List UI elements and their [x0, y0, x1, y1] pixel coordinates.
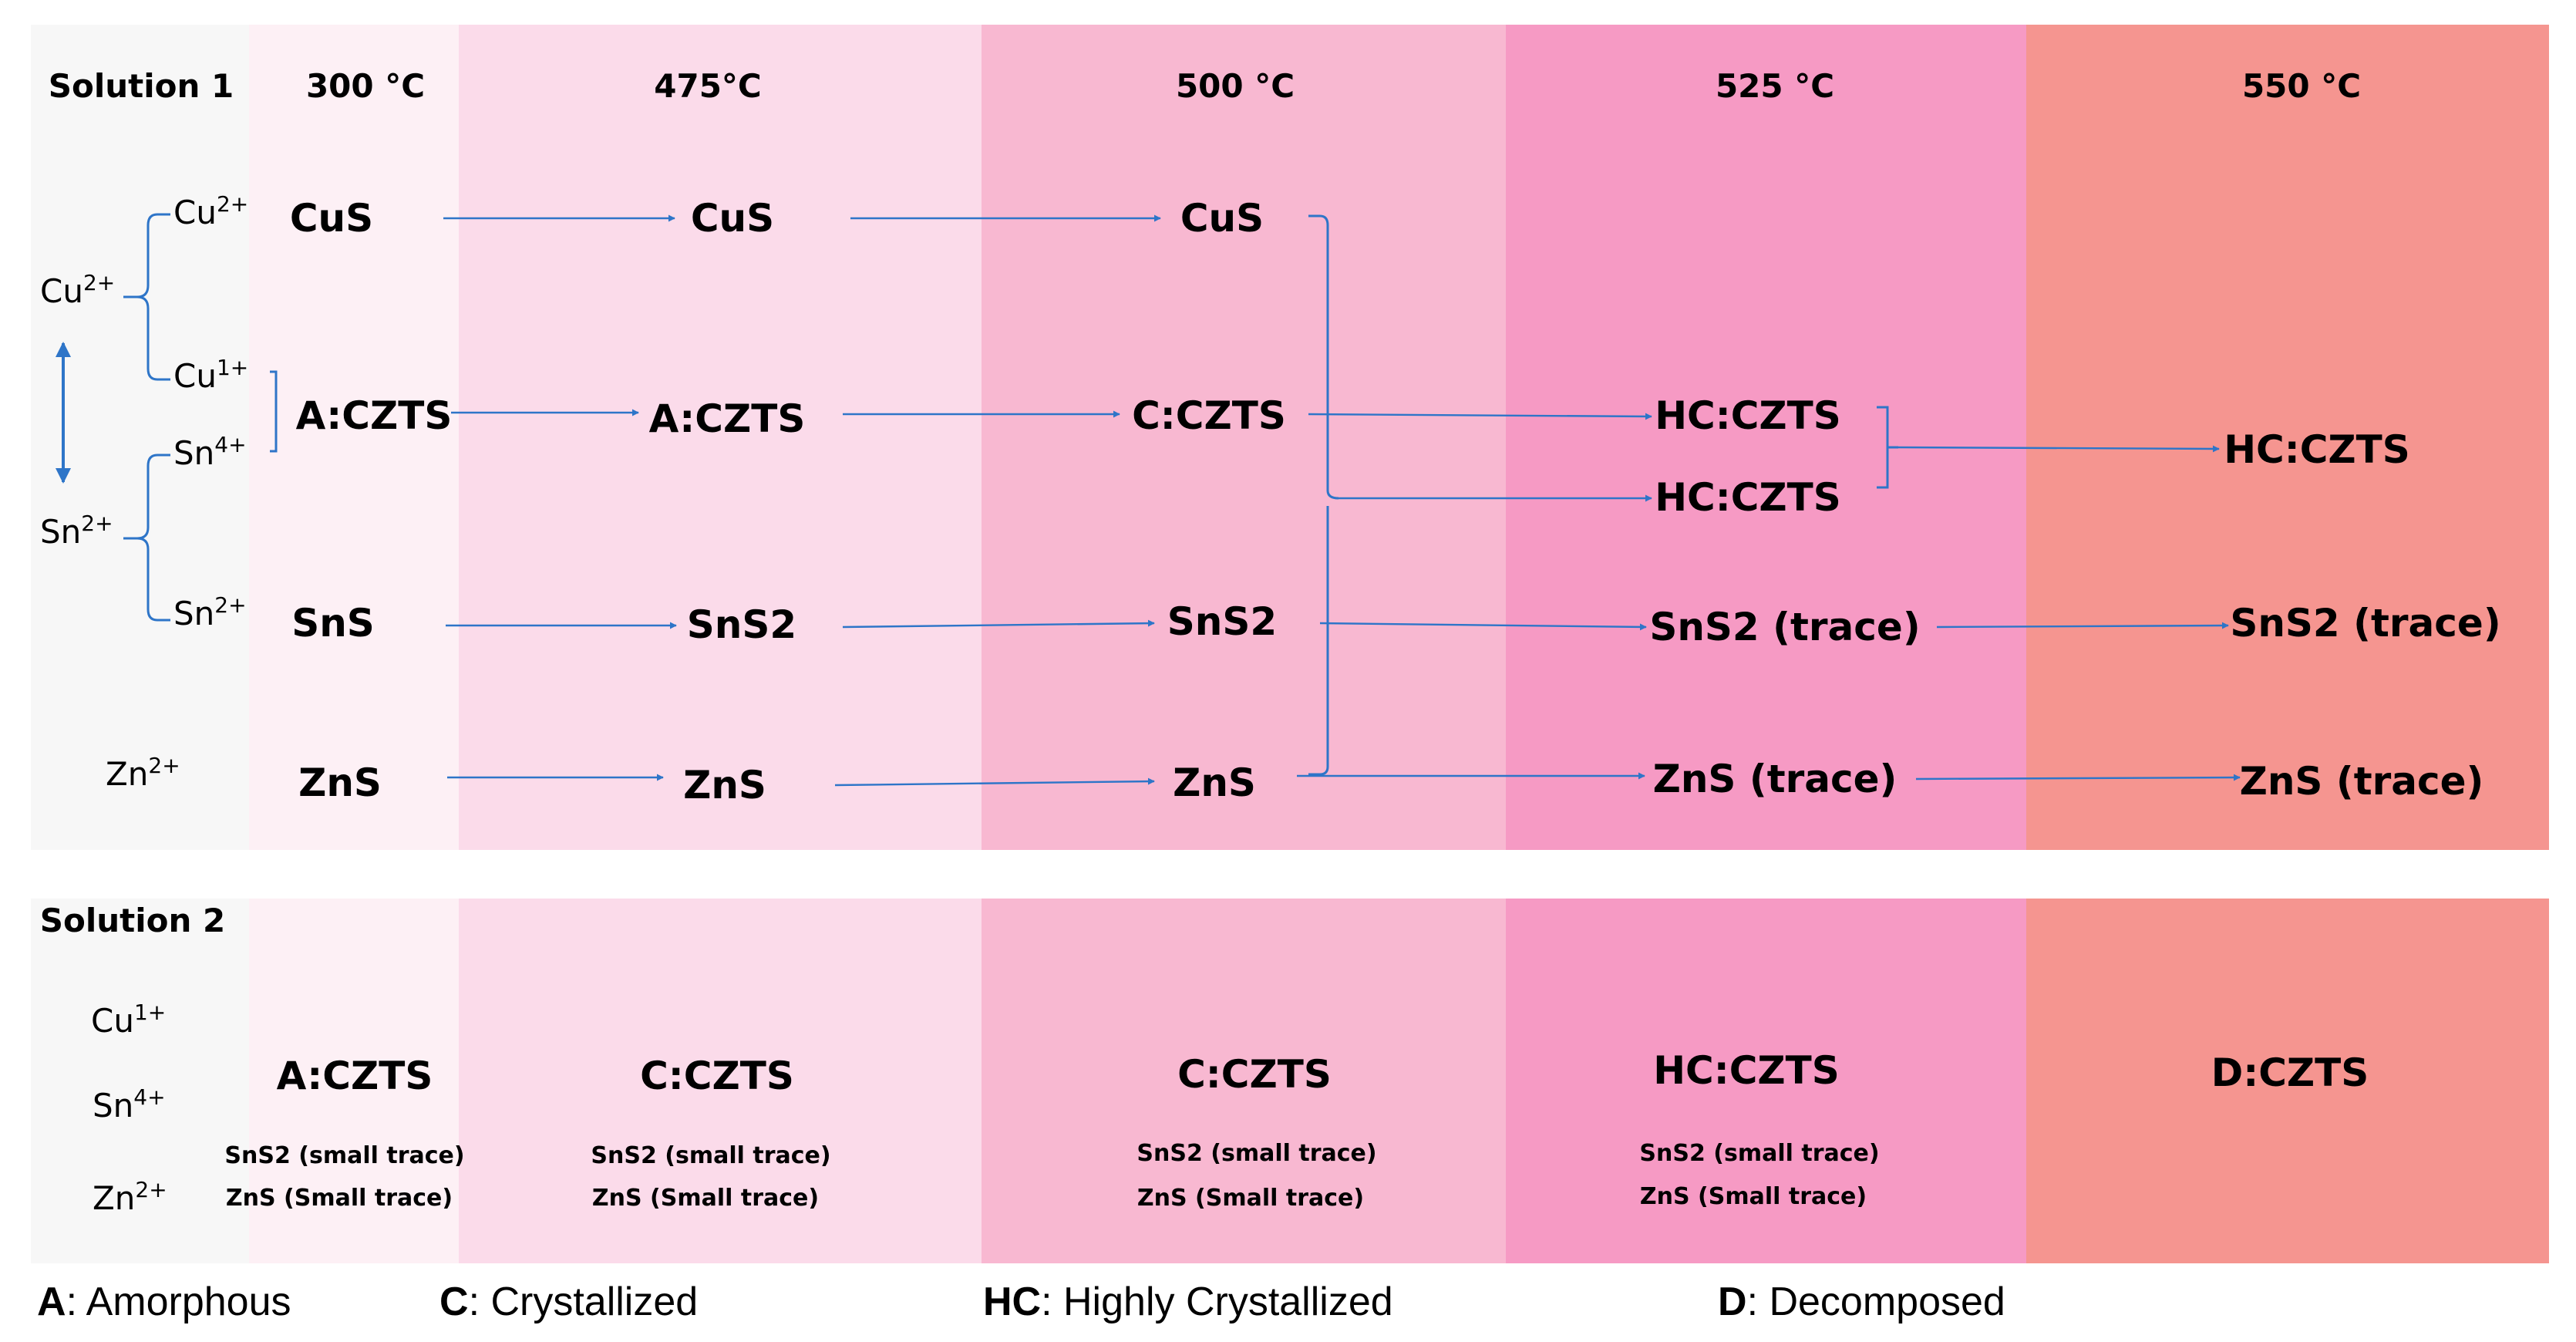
ion2-cu-1plus: Cu1+	[91, 1000, 166, 1040]
arrow-zns-525-550	[1915, 774, 2241, 781]
cu-split-bracket	[123, 213, 170, 381]
sol2-trace-sns2-525: SnS2 (small trace)	[1639, 1140, 1879, 1167]
sol2-phase-550: D:CZTS	[2211, 1050, 2369, 1095]
band-500-2	[982, 899, 1506, 1263]
ion-cu-2plus-top: Cu2+	[173, 191, 248, 231]
sns2-trace-550: SnS2 (trace)	[2230, 601, 2500, 646]
cus-zns-combine-bracket	[1308, 214, 1339, 776]
ion2-zn-2plus: Zn2+	[93, 1177, 167, 1217]
ion-column-bg-2	[31, 899, 249, 1263]
czts-500: C:CZTS	[1132, 393, 1286, 438]
legend-amorphous: A: Amorphous	[37, 1280, 291, 1324]
sol2-phase-500: C:CZTS	[1177, 1052, 1332, 1097]
zns-trace-525: ZnS (trace)	[1653, 757, 1897, 801]
sns2-500: SnS2	[1167, 599, 1277, 644]
legend-crystallized: C: Crystallized	[439, 1280, 698, 1324]
band-525-2	[1506, 899, 2026, 1263]
sol2-trace-zns-300: ZnS (Small trace)	[226, 1185, 453, 1212]
band-475	[459, 25, 982, 850]
cus-300: CuS	[290, 196, 373, 241]
sol2-phase-300: A:CZTS	[277, 1054, 433, 1098]
legend: A: Amorphous C: Crystallized HC: Highly …	[37, 1280, 2005, 1324]
arrow-czts-500-525	[1308, 413, 1652, 420]
cus-475: CuS	[691, 196, 774, 241]
sn-split-bracket	[123, 454, 170, 622]
zns-500: ZnS	[1173, 760, 1256, 805]
ion-sn-2plus-parent: Sn2+	[40, 511, 113, 551]
arrow-sns-475-500	[842, 619, 1155, 629]
zns-trace-550: ZnS (trace)	[2240, 759, 2484, 804]
solution-2-title: Solution 2	[40, 902, 225, 939]
ion-sn-2plus-lower: Sn2+	[173, 592, 247, 632]
czts-550: HC:CZTS	[2224, 427, 2410, 472]
sol2-trace-zns-525: ZnS (Small trace)	[1640, 1183, 1867, 1210]
arrow-sns-500-525	[1319, 622, 1647, 631]
solution-1-title: Solution 1	[49, 67, 234, 105]
zns-300: ZnS	[298, 760, 382, 805]
legend-highly-crystallized: HC: Highly Crystallized	[983, 1280, 1393, 1324]
legend-decomposed: D: Decomposed	[1718, 1280, 2005, 1324]
czts-475: A:CZTS	[649, 396, 806, 441]
sol2-phase-525: HC:CZTS	[1653, 1048, 1840, 1093]
sns-300: SnS	[291, 601, 375, 646]
ion2-sn-4plus: Sn4+	[93, 1084, 166, 1125]
sns2-475: SnS2	[687, 602, 796, 647]
arrow-sns-525-550	[1936, 622, 2229, 629]
sol2-trace-zns-475: ZnS (Small trace)	[592, 1185, 819, 1212]
ion-cu-2plus-parent: Cu2+	[40, 270, 115, 310]
temp-header-300: 300 °C	[306, 67, 425, 105]
sns2-trace-525: SnS2 (trace)	[1649, 605, 1920, 649]
czts-source-bracket	[270, 370, 278, 453]
temp-header-475: 475°C	[654, 67, 762, 105]
temp-header-550: 550 °C	[2242, 67, 2361, 105]
ion-sn-4plus: Sn4+	[173, 432, 247, 472]
band-550	[2026, 25, 2549, 850]
arrow-zns-475-500	[834, 777, 1155, 787]
band-500	[982, 25, 1506, 850]
czts-300: A:CZTS	[296, 393, 453, 438]
sol2-trace-sns2-475: SnS2 (small trace)	[591, 1142, 830, 1169]
zns-475: ZnS	[683, 763, 766, 808]
sol2-trace-sns2-500: SnS2 (small trace)	[1136, 1140, 1376, 1167]
band-525	[1506, 25, 2026, 850]
ion-cu-1plus: Cu1+	[173, 355, 248, 395]
temp-header-525: 525 °C	[1716, 67, 1834, 105]
band-550-2	[2026, 899, 2549, 1263]
band-475-2	[459, 899, 982, 1263]
ion-zn-2plus: Zn2+	[106, 753, 180, 793]
solution-1-panel: Solution 1 300 °C 475°C 500 °C 525 °C 55…	[31, 25, 2549, 850]
sol2-phase-475: C:CZTS	[640, 1054, 794, 1098]
temp-header-500: 500 °C	[1176, 67, 1295, 105]
solution-2-panel: Solution 2 Cu1+ Sn4+ Zn2+ A:CZTS C:CZTS …	[31, 899, 2549, 1263]
band-300	[249, 25, 459, 850]
czts-525-b: HC:CZTS	[1655, 475, 1841, 520]
sol2-trace-zns-500: ZnS (Small trace)	[1137, 1185, 1364, 1212]
arrow-czts-525-550	[1897, 445, 2220, 453]
sol2-trace-sns2-300: SnS2 (small trace)	[224, 1142, 464, 1169]
hc-czts-merge-bracket	[1877, 406, 1898, 489]
cus-500: CuS	[1180, 196, 1264, 241]
czts-525-a: HC:CZTS	[1655, 393, 1841, 438]
band-300-2	[249, 899, 459, 1263]
